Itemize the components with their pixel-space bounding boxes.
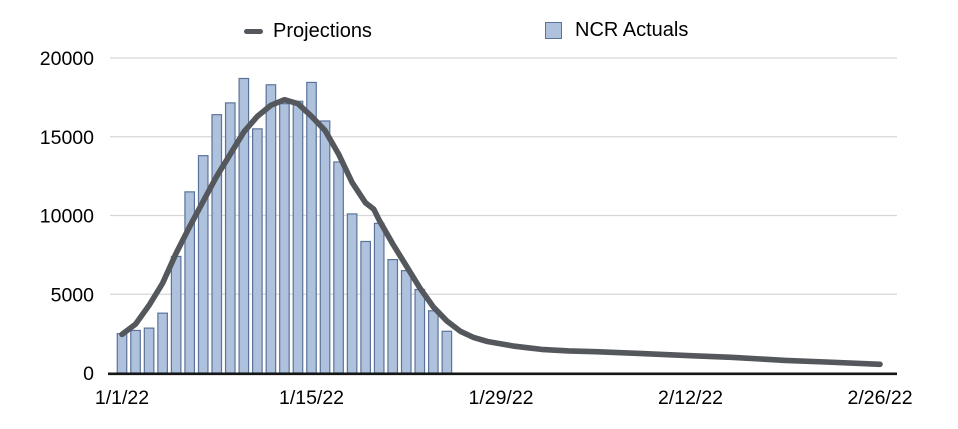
bar-1/11/22: [252, 128, 263, 374]
projections-line: [119, 96, 883, 368]
bar-1/19/22: [360, 240, 371, 374]
bar-1/25/22: [441, 330, 453, 374]
bar-1/13/22: [279, 103, 290, 374]
legend-ncr-actuals-label: NCR Actuals: [575, 19, 689, 41]
bar-1/7/22: [197, 155, 209, 374]
bar-1/17/22: [333, 161, 344, 374]
bar-1/18/22: [346, 213, 358, 374]
bar-1/8/22: [211, 114, 223, 374]
y-tick-label: 5000: [51, 284, 95, 306]
legend-projections-label: Projections: [273, 20, 372, 42]
bar-1/14/22: [292, 100, 304, 374]
bar-1/20/22: [373, 222, 385, 374]
bar-1/3/22: [143, 327, 155, 374]
legend-item-projections: Projections: [244, 20, 372, 43]
y-tick-label: 10000: [40, 206, 94, 228]
projections-line-marker-icon: [244, 29, 263, 34]
x-tick-label: 1/15/22: [279, 387, 344, 409]
bar-1/23/22: [414, 288, 426, 374]
bar-1/5/22: [170, 255, 182, 374]
bar-1/1/22: [116, 333, 128, 374]
x-tick-label: 1/1/22: [95, 387, 149, 409]
x-tick-label: 1/29/22: [468, 387, 533, 409]
bar-1/15/22: [306, 81, 317, 374]
y-tick-label: 0: [83, 363, 94, 385]
bar-1/22/22: [400, 270, 412, 374]
x-tick-label: 2/12/22: [658, 387, 723, 409]
bar-1/2/22: [130, 329, 141, 374]
bar-1/21/22: [387, 259, 399, 374]
y-tick-label: 15000: [40, 127, 94, 149]
bar-1/24/22: [427, 310, 439, 374]
x-tick-label: 2/26/22: [847, 387, 912, 409]
bar-1/12/22: [265, 84, 277, 374]
bar-1/16/22: [319, 120, 331, 374]
y-tick-label: 20000: [40, 48, 94, 70]
bar-1/10/22: [238, 77, 250, 374]
ncr-actuals-swatch-icon: [545, 22, 562, 39]
legend-item-ncr-actuals: NCR Actuals: [545, 19, 688, 42]
bar-1/4/22: [157, 312, 168, 374]
